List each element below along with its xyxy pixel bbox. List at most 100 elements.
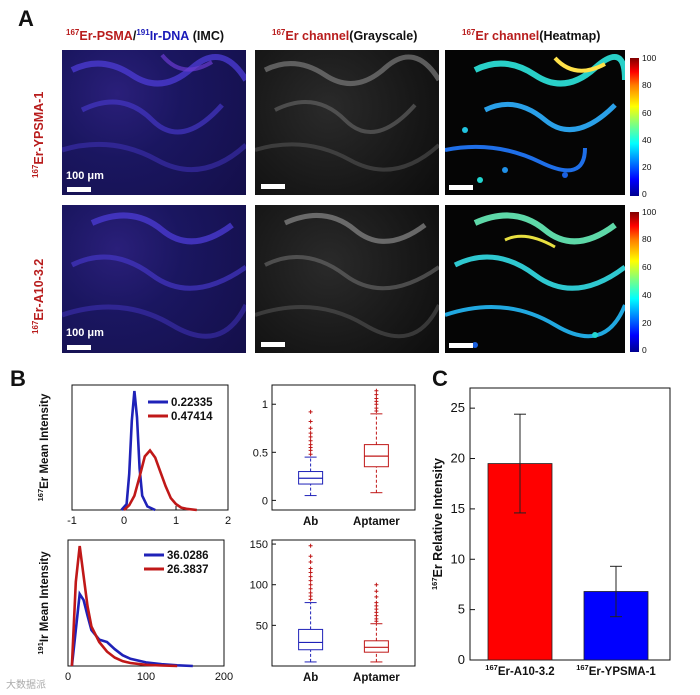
B-bottom-right-outlier-0-11 (308, 543, 313, 548)
cbar1-tick-40: 40 (642, 135, 652, 145)
grayscale-image-ypsma1 (255, 50, 439, 195)
imc-texture-2 (62, 212, 246, 339)
col1-slash: / (132, 29, 137, 44)
col2-rest: (Grayscale) (349, 29, 418, 44)
B-bottom-left-series-0 (70, 590, 193, 668)
B-top-left-ylabel-main: Er Mean Intensity (39, 393, 51, 489)
scale-label-2: 100 μm (66, 327, 104, 339)
scale-bar-2 (261, 184, 285, 189)
C-category-1: 167Er-YPSMA-1 (576, 663, 656, 678)
B-top-right-outlier-0-6 (308, 431, 313, 436)
B-top-left-legend-label-1: 0.47414 (171, 411, 213, 423)
B-top-right-outlier-0-4 (308, 438, 313, 443)
B-top-left-series-1 (123, 448, 197, 512)
B-bottom-left-xtick-label-1: 100 (137, 671, 155, 683)
B-top-right-category-0: Ab (303, 516, 318, 528)
cbar2-tick-60: 60 (642, 262, 652, 272)
col3-er: Er channel (475, 29, 540, 44)
col2-er: Er channel (285, 29, 350, 44)
B-top-right-outlier-0-5 (308, 434, 313, 439)
gray-texture-2 (255, 212, 439, 339)
cbar2-tick-0: 0 (642, 345, 647, 355)
B-top-left-frame (71, 384, 229, 511)
col3-header: 167Er channel(Heatmap) (462, 28, 600, 43)
colorbar-1 (630, 58, 639, 196)
B-bottom-right-outlier-0-9 (308, 559, 313, 564)
B-bottom-right-outlier-0-8 (308, 566, 313, 571)
B-bottom-right-outlier-0-4 (308, 582, 313, 587)
B-bottom-right-outlier-1-9 (374, 582, 379, 587)
panel-b-letter: B (10, 366, 26, 391)
C-ylabel-main: Er Relative Intensity (431, 458, 445, 578)
B-bottom-left-legend-label-0: 36.0286 (167, 550, 209, 562)
heat-texture-2 (445, 212, 625, 348)
B-bottom-right-ytick-label-2: 150 (250, 539, 268, 551)
imc-texture-1 (62, 53, 246, 173)
cbar2-tick-80: 80 (642, 234, 652, 244)
scale-bar-6 (449, 343, 473, 348)
C-ytick-label-3: 15 (451, 501, 465, 516)
B-bottom-left-xtick-label-0: 0 (65, 671, 71, 683)
B-bottom-right-outlier-1-8 (374, 589, 379, 594)
B-bottom-right-outlier-0-10 (308, 554, 313, 559)
B-top-left-xtick-label-0: -1 (67, 515, 77, 527)
B-top-left-ylabel: 167Er Mean Intensity (36, 393, 51, 501)
heatmap-image-a10 (445, 205, 625, 353)
B-top-right-frame (271, 384, 416, 511)
B-bottom-left-series-1 (70, 545, 178, 668)
B-top-left-xtick-label-3: 2 (225, 515, 231, 527)
scale-bar-5 (261, 342, 285, 347)
B-top-left-series-0 (120, 390, 156, 512)
panel-c-letter: C (432, 366, 448, 391)
scale-bar-1 (67, 187, 91, 192)
B-bottom-right-outlier-0-5 (308, 578, 313, 583)
scale-bar-3 (449, 185, 473, 190)
B-bottom-left-ylabel: 191Ir Mean Intensity (36, 551, 51, 655)
B-top-right-ytick-label-1: 0.5 (253, 447, 268, 459)
B-bottom-right-box-1 (363, 640, 389, 653)
cbar1-tick-100: 100 (642, 53, 657, 63)
colorbar-2 (630, 212, 639, 352)
B-top-right-outlier-0-0 (308, 452, 313, 457)
B-bottom-right-outlier-0-7 (308, 570, 313, 575)
cbar2-tick-20: 20 (642, 318, 652, 328)
B-bottom-right-category-0: Ab (303, 672, 318, 684)
B-bottom-left-ylabel-sup: 191 (36, 642, 45, 655)
B-top-right-outlier-1-1 (374, 406, 379, 411)
B-bottom-left-xtick-label-2: 200 (215, 671, 233, 683)
cbar1-tick-0: 0 (642, 189, 647, 199)
cbar1-tick-80: 80 (642, 80, 652, 90)
scale-bar-4 (67, 345, 91, 350)
imc-image-ypsma1: 100 μm (62, 50, 246, 195)
C-category-1-main: Er-YPSMA-1 (589, 666, 657, 678)
B-top-right-outlier-0-9 (308, 409, 313, 414)
B-top-right-outlier-1-5 (374, 392, 379, 397)
C-ytick-label-2: 10 (451, 551, 465, 566)
watermark: 大数据派 (6, 680, 46, 691)
C-category-1-sup: 167 (576, 663, 589, 672)
cbar1-tick-60: 60 (642, 108, 652, 118)
scale-label-1: 100 μm (66, 170, 104, 182)
col1-header: 167Er-PSMA/191Ir-DNA (IMC) (66, 28, 224, 43)
col2-header: 167Er channel(Grayscale) (272, 28, 417, 43)
B-top-right-category-1: Aptamer (353, 516, 400, 528)
C-ytick-label-0: 0 (458, 652, 465, 667)
grayscale-image-a10 (255, 205, 439, 353)
B-top-right-ytick-label-0: 0 (262, 495, 268, 507)
C-category-0-main: Er-A10-3.2 (498, 666, 555, 678)
imc-image-a10: 100 μm (62, 205, 246, 353)
C-ytick-label-4: 20 (451, 451, 465, 466)
heatmap-image-ypsma1 (445, 50, 625, 195)
col2-sup: 167 (272, 28, 286, 37)
B-bottom-right-ytick-label-1: 100 (250, 580, 268, 592)
C-ytick-label-1: 5 (458, 602, 465, 617)
cbar2-tick-40: 40 (642, 290, 652, 300)
col3-sup: 167 (462, 28, 476, 37)
B-top-left-xtick-label-2: 1 (173, 515, 179, 527)
col3-rest: (Heatmap) (539, 29, 601, 44)
C-category-0-sup: 167 (485, 663, 498, 672)
cbar2-tick-100: 100 (642, 207, 657, 217)
B-bottom-left-legend-label-1: 26.3837 (167, 564, 209, 576)
C-category-0: 167Er-A10-3.2 (485, 663, 554, 678)
B-bottom-right-outlier-1-7 (374, 594, 379, 599)
